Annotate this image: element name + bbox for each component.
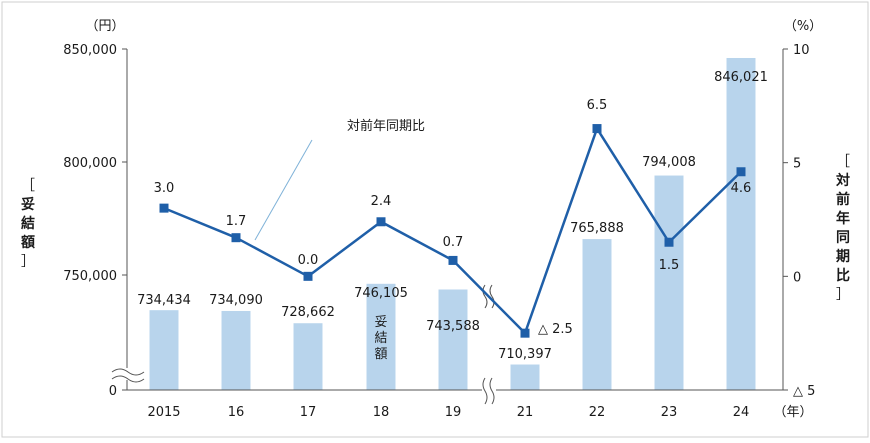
bar-19: [438, 289, 468, 390]
x-tick-label: 24: [733, 405, 750, 420]
x-tick-label: 21: [517, 405, 534, 420]
bar-17: [293, 323, 323, 390]
bar-value-label: 794,008: [642, 155, 696, 170]
bar-value-label: 743,588: [426, 319, 480, 334]
axis-title-char: ［: [836, 154, 850, 170]
left-tick-label: 0: [109, 384, 117, 399]
yoy-point-18: [376, 217, 386, 227]
yoy-point-2015: [159, 203, 169, 213]
axis-title-char: 年: [836, 210, 850, 227]
break-wave: [489, 284, 495, 309]
yoy-value-label: 3.0: [154, 181, 175, 196]
axis-title-char: ［: [21, 178, 35, 194]
break-wave: [482, 377, 488, 405]
yoy-value-label: 1.5: [659, 258, 680, 273]
x-tick-label: 18: [373, 405, 390, 420]
x-tick-label: 17: [300, 405, 317, 420]
annotation-leader: [254, 139, 313, 241]
yoy-value-label: 0.0: [298, 253, 319, 268]
break-wave: [111, 375, 145, 383]
bar-inner-label-char: 結: [374, 331, 387, 346]
axis-title-char: ］: [21, 254, 35, 270]
yoy-point-22: [592, 124, 602, 134]
bar-21: [510, 364, 540, 390]
break-wave: [489, 377, 495, 405]
left-axis-title: ［ 妥結額 ］: [20, 178, 35, 270]
axis-title-char: 同: [836, 230, 850, 246]
yoy-point-17: [303, 271, 313, 281]
left-tick-label: 800,000: [63, 156, 117, 171]
axis-title-char: 対: [835, 172, 850, 189]
bar-inner-label-char: 額: [374, 347, 387, 362]
yoy-value-label: 2.4: [371, 194, 392, 209]
bar-inner-label: 妥結額: [374, 315, 387, 362]
series-annotation: 対前年同期比: [347, 118, 425, 134]
bar-inner-label-char: 妥: [374, 315, 387, 330]
bar-18: [366, 283, 396, 390]
x-tick-label: 23: [661, 405, 678, 420]
bar-value-label: 846,021: [714, 70, 768, 85]
right-tick-label: 10: [793, 43, 810, 58]
axis-title-char: 結: [21, 215, 35, 232]
break-wave: [482, 284, 488, 309]
yoy-value-label: 0.7: [443, 235, 464, 250]
bar-value-label: 734,090: [209, 293, 263, 308]
bar-value-label: 765,888: [570, 221, 624, 236]
left-tick-label: 750,000: [63, 269, 117, 284]
break-gap: [482, 378, 496, 404]
line-layer: [159, 124, 746, 338]
bar-2015: [149, 310, 179, 390]
right-axis-title: ［ 対前年同期比 ］: [835, 154, 850, 303]
yoy-value-label: 6.5: [587, 98, 608, 113]
yoy-value-label: 4.6: [731, 181, 752, 196]
x-break-lower: [482, 377, 496, 405]
x-tick-label: 2015: [147, 405, 180, 420]
bar-24: [726, 57, 756, 390]
x-axis-unit: （年）: [773, 405, 812, 420]
x-tick-label: 19: [445, 405, 462, 420]
right-tick-label: 0: [793, 270, 801, 285]
bars-layer: [149, 57, 756, 390]
bar-value-label: 728,662: [281, 305, 335, 320]
axis-title-char: 比: [836, 267, 850, 284]
yoy-value-label: 1.7: [226, 214, 247, 229]
axis-title-char: 妥: [21, 196, 35, 213]
yoy-point-24: [736, 167, 746, 177]
break-wave: [111, 368, 145, 376]
bar-23: [654, 175, 684, 390]
x-tick-label: 16: [228, 405, 245, 420]
bar-value-label: 746,105: [354, 286, 408, 301]
labels-layer: 734,434 734,090 728,662 746,105 743,588 710,3…: [137, 70, 768, 362]
right-tick-label: △ 5: [793, 384, 815, 399]
axis-title-char: 前: [836, 191, 850, 208]
yoy-point-23: [664, 237, 674, 247]
bar-value-label: 734,434: [137, 293, 191, 308]
axis-title-char: 額: [20, 234, 35, 251]
yoy-value-label: △ 2.5: [538, 322, 573, 337]
right-axis-unit: （%）: [784, 19, 822, 34]
bar-16: [221, 310, 251, 390]
left-axis-unit: （円）: [85, 19, 124, 34]
yoy-point-19: [448, 255, 458, 265]
axis-title-char: 期: [836, 249, 850, 265]
left-axis-break: [111, 368, 145, 383]
bar-22: [582, 239, 612, 390]
right-tick-label: 5: [793, 157, 801, 172]
yoy-point-21: [520, 328, 530, 338]
yoy-point-16: [231, 233, 241, 243]
left-tick-label: 850,000: [63, 43, 117, 58]
axis-title-char: ］: [836, 287, 850, 303]
break-gap: [111, 368, 145, 380]
bar-value-label: 710,397: [498, 347, 552, 362]
x-tick-label: 22: [589, 405, 606, 420]
